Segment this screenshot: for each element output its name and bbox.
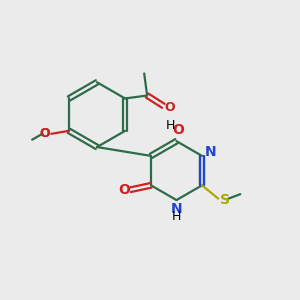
Text: H: H <box>172 210 181 223</box>
Text: O: O <box>118 183 130 197</box>
Text: N: N <box>171 202 182 217</box>
Text: O: O <box>172 123 184 137</box>
Text: O: O <box>40 127 50 140</box>
Text: O: O <box>164 101 175 114</box>
Text: N: N <box>204 146 216 159</box>
Text: S: S <box>220 193 230 207</box>
Text: H: H <box>165 119 175 132</box>
Text: O: O <box>40 127 50 140</box>
